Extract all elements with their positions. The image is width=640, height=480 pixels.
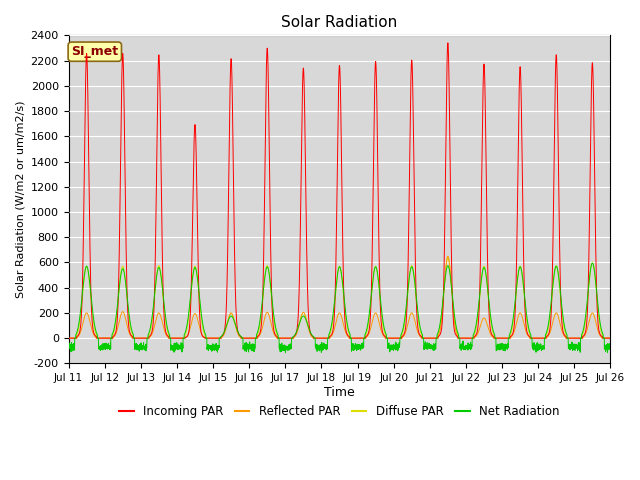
X-axis label: Time: Time <box>324 386 355 399</box>
Text: SI_met: SI_met <box>71 45 118 58</box>
Title: Solar Radiation: Solar Radiation <box>282 15 397 30</box>
Y-axis label: Solar Radiation (W/m2 or um/m2/s): Solar Radiation (W/m2 or um/m2/s) <box>15 101 25 298</box>
Legend: Incoming PAR, Reflected PAR, Diffuse PAR, Net Radiation: Incoming PAR, Reflected PAR, Diffuse PAR… <box>115 401 564 423</box>
